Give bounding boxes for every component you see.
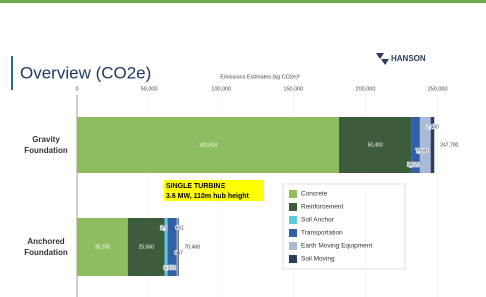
annotation-box [164,180,264,201]
legend-swatch [289,255,297,263]
bar-segment [177,218,179,276]
bar-segment [419,117,431,173]
value-label: 25,560 [139,244,155,250]
annotation: SINGLE TURBINE [166,183,225,190]
bar-segment [338,117,412,173]
bar-segment [127,218,165,276]
legend-swatch [289,216,297,224]
x-tick-label: 200,000 [356,86,376,92]
value-label: 5,722 [407,162,420,168]
bar-segment [77,218,128,276]
category-label: Anchored Foundation [24,237,68,257]
value-label: 35,235 [95,244,111,250]
total-label: 70,468 [185,244,201,250]
legend-label: Reinforcement [301,204,343,211]
annotation: 3.6 MW, 110m hub height [166,193,250,200]
category-label: Gravity Foundation [24,135,68,155]
top-rule [0,0,486,3]
legend-swatch [289,203,297,211]
bar-segment [77,117,339,173]
legend-swatch [289,190,297,198]
legend-label: Concrete [301,191,328,198]
axis-title: Emissions Estimates (kg CO2e)² [220,74,300,80]
value-label: 50,400 [368,142,384,148]
total-label: 247,700 [440,142,458,148]
legend-label: Earth Moving Equipment [301,243,372,250]
value-label: 7,500 [416,148,429,154]
logo: HANSON [391,54,426,63]
legend-box [282,183,406,270]
bar-segment [164,218,168,276]
value-label: 651 [176,225,185,231]
bar-segment [411,117,420,173]
legend-label: Soil Moving [301,256,335,263]
bar-segment [167,218,177,276]
x-tick-label: 150,000 [283,86,303,92]
legend-swatch [289,242,297,250]
bar-segment [430,117,435,173]
page-title: Overview (CO2e) [20,63,151,82]
x-tick-label: 250,000 [428,86,448,92]
legend-label: Soil Anchor [301,217,335,224]
x-tick-label: 0 [75,86,78,92]
x-tick-label: 50,000 [141,86,158,92]
bar-segment [176,218,178,276]
value-label: 2,460 [426,124,439,130]
value-label: 6,372 [163,265,176,271]
value-label: 181,618 [199,142,217,148]
logo-mark [376,53,389,65]
value-label: 2,013 [160,225,173,231]
value-label: 667 [175,250,184,256]
x-tick-label: 100,000 [211,86,231,92]
legend-label: Transportation [301,230,343,237]
legend-swatch [289,229,297,237]
